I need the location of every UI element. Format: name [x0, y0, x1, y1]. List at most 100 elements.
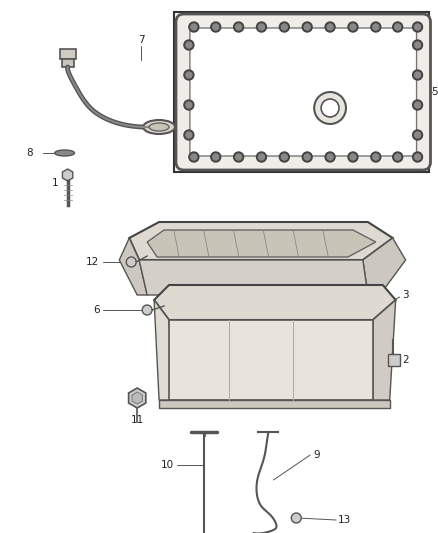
Circle shape	[281, 154, 287, 160]
Text: 8: 8	[27, 148, 33, 158]
Polygon shape	[363, 238, 406, 295]
Circle shape	[186, 72, 192, 78]
Text: 8: 8	[307, 103, 314, 113]
Circle shape	[415, 154, 420, 160]
Circle shape	[211, 152, 221, 162]
Polygon shape	[373, 300, 396, 400]
Circle shape	[126, 257, 136, 267]
Circle shape	[279, 152, 290, 162]
Text: 9: 9	[313, 450, 320, 460]
Polygon shape	[119, 238, 147, 295]
Text: 2: 2	[403, 355, 409, 365]
Text: 10: 10	[161, 460, 174, 470]
Circle shape	[393, 22, 403, 32]
Circle shape	[184, 100, 194, 110]
Polygon shape	[147, 230, 376, 257]
Circle shape	[371, 152, 381, 162]
Polygon shape	[169, 320, 373, 400]
Circle shape	[327, 24, 333, 30]
Text: 7: 7	[138, 35, 145, 45]
Circle shape	[413, 100, 423, 110]
Circle shape	[415, 132, 420, 138]
Circle shape	[279, 22, 290, 32]
Text: 4: 4	[231, 90, 237, 100]
Circle shape	[233, 152, 244, 162]
Circle shape	[314, 92, 346, 124]
Circle shape	[348, 152, 358, 162]
Circle shape	[236, 24, 242, 30]
Circle shape	[281, 24, 287, 30]
Circle shape	[258, 154, 265, 160]
Circle shape	[373, 154, 379, 160]
Polygon shape	[139, 260, 368, 295]
Circle shape	[211, 22, 221, 32]
Bar	[174, 12, 430, 172]
Bar	[62, 59, 74, 67]
Circle shape	[302, 22, 312, 32]
Circle shape	[186, 102, 192, 108]
Bar	[60, 49, 76, 59]
Circle shape	[258, 24, 265, 30]
Circle shape	[189, 152, 199, 162]
Circle shape	[371, 22, 381, 32]
Circle shape	[304, 24, 310, 30]
Polygon shape	[63, 169, 73, 181]
Circle shape	[415, 102, 420, 108]
Circle shape	[413, 130, 423, 140]
Circle shape	[236, 154, 242, 160]
Circle shape	[373, 24, 379, 30]
Polygon shape	[132, 392, 142, 404]
Text: 12: 12	[86, 257, 99, 267]
Ellipse shape	[55, 150, 74, 156]
Ellipse shape	[143, 120, 175, 134]
Circle shape	[415, 42, 420, 48]
Circle shape	[184, 70, 194, 80]
Bar	[388, 354, 399, 366]
Circle shape	[325, 22, 335, 32]
Circle shape	[415, 72, 420, 78]
Polygon shape	[159, 400, 390, 408]
Circle shape	[350, 154, 356, 160]
Circle shape	[191, 24, 197, 30]
Circle shape	[413, 22, 423, 32]
Circle shape	[413, 152, 423, 162]
Circle shape	[191, 154, 197, 160]
Polygon shape	[154, 300, 174, 400]
FancyBboxPatch shape	[190, 28, 417, 156]
Circle shape	[257, 22, 266, 32]
Circle shape	[304, 154, 310, 160]
Circle shape	[413, 70, 423, 80]
Circle shape	[233, 22, 244, 32]
FancyBboxPatch shape	[176, 14, 431, 170]
Circle shape	[321, 99, 339, 117]
Circle shape	[291, 513, 301, 523]
Circle shape	[393, 152, 403, 162]
Circle shape	[302, 152, 312, 162]
Text: 13: 13	[338, 515, 351, 525]
Polygon shape	[129, 388, 146, 408]
Circle shape	[184, 40, 194, 50]
Polygon shape	[129, 222, 393, 260]
Polygon shape	[154, 285, 396, 320]
Circle shape	[142, 305, 152, 315]
Circle shape	[189, 22, 199, 32]
Text: 6: 6	[93, 305, 99, 315]
Circle shape	[186, 132, 192, 138]
Circle shape	[350, 24, 356, 30]
Circle shape	[213, 24, 219, 30]
Text: 11: 11	[131, 415, 144, 425]
Circle shape	[186, 42, 192, 48]
Circle shape	[413, 40, 423, 50]
Circle shape	[213, 154, 219, 160]
Text: 3: 3	[403, 290, 409, 300]
Circle shape	[257, 152, 266, 162]
Circle shape	[348, 22, 358, 32]
Text: 5: 5	[431, 87, 438, 97]
Text: 1: 1	[51, 178, 58, 188]
Ellipse shape	[149, 123, 169, 131]
Circle shape	[184, 130, 194, 140]
Circle shape	[415, 24, 420, 30]
Circle shape	[327, 154, 333, 160]
Circle shape	[325, 152, 335, 162]
Circle shape	[395, 24, 401, 30]
